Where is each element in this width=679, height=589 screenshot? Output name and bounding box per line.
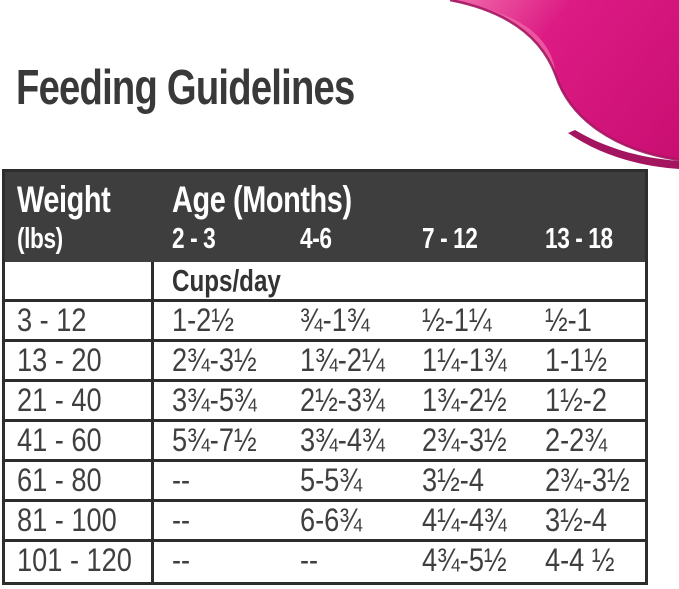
page-title: Feeding Guidelines — [16, 60, 450, 116]
weight-units-sublabel: (lbs) — [17, 223, 63, 255]
age-column-label: 2 - 3 — [172, 223, 216, 255]
weight-range-cell: 41 - 60 — [5, 422, 154, 459]
swoosh-rim — [449, 0, 679, 162]
row-values: 5¾-7½ 3¾-4¾ 2¾-3½ 2-2¾ — [154, 422, 645, 459]
age-range-columns: 2 - 3 4-6 7 - 12 13 - 18 — [154, 221, 645, 257]
weight-range-cell: 3 - 12 — [5, 302, 154, 339]
row-values: -- 5-5¾ 3½-4 2¾-3½ — [154, 462, 645, 499]
age-header-cell: Age (Months) 2 - 3 4-6 7 - 12 13 - 18 — [154, 179, 645, 262]
table-row: 81 - 100 -- 6-6¾ 4¼-4¾ 3½-4 — [5, 502, 645, 542]
table-row: 61 - 80 -- 5-5¾ 3½-4 2¾-3½ — [5, 462, 645, 502]
cups-value-cell: 4¼-4¾ — [422, 502, 507, 538]
weight-range-cell: 13 - 20 — [5, 342, 154, 379]
age-column-label: 4-6 — [300, 223, 332, 255]
page-title-text: Feeding Guidelines — [16, 61, 355, 115]
weight-range-cell: 21 - 40 — [5, 382, 154, 419]
cups-value-cell: 5¾-7½ — [172, 422, 257, 458]
cups-value-cell: 1½-2 — [545, 382, 607, 418]
cups-value-cell: 1-2½ — [172, 302, 234, 338]
feeding-guidelines-table: Weight (lbs) Age (Months) 2 - 3 4-6 7 - 12… — [2, 169, 648, 585]
table-row: 101 - 120 -- -- 4¾-5½ 4-4 ½ — [5, 542, 645, 582]
cups-value-cell: 1-1½ — [545, 342, 607, 378]
cups-value-cell: 1¼-1¾ — [422, 342, 507, 378]
cups-value-cell: 4¾-5½ — [422, 542, 507, 578]
weight-header-cell: Weight (lbs) — [5, 179, 154, 262]
weight-header-label: Weight — [17, 179, 111, 220]
table-row: 41 - 60 5¾-7½ 3¾-4¾ 2¾-3½ 2-2¾ — [5, 422, 645, 462]
row-values: -- -- 4¾-5½ 4-4 ½ — [154, 542, 645, 582]
units-row-empty-cell — [5, 262, 154, 299]
cups-value-cell: ¾-1¾ — [300, 302, 370, 338]
table-row: 3 - 12 1-2½ ¾-1¾ ½-1¼ ½-1 — [5, 302, 645, 342]
swoosh-tail-shadow — [568, 130, 679, 169]
cups-value-cell: 3½-4 — [545, 502, 607, 538]
cups-value-cell: -- — [172, 502, 191, 538]
row-values: 1-2½ ¾-1¾ ½-1¼ ½-1 — [154, 302, 645, 339]
units-row: Cups/day — [5, 262, 645, 302]
cups-value-cell: 6-6¾ — [300, 502, 362, 538]
weight-range-cell: 81 - 100 — [5, 502, 154, 539]
cups-value-cell: 2½-3¾ — [300, 382, 385, 418]
cups-value-cell: 2¾-3½ — [422, 422, 507, 458]
cups-value-cell: 2-2¾ — [545, 422, 607, 458]
row-values: 3¾-5¾ 2½-3¾ 1¾-2½ 1½-2 — [154, 382, 645, 419]
cups-value-cell: 3¾-4¾ — [300, 422, 385, 458]
pink-swoosh-decoration — [449, 0, 679, 169]
weight-range-cell: 61 - 80 — [5, 462, 154, 499]
cups-value-cell: 2¾-3½ — [545, 462, 630, 498]
cups-value-cell: 1¾-2½ — [422, 382, 507, 418]
swoosh-main-shape — [450, 0, 679, 160]
cups-value-cell: -- — [172, 542, 191, 578]
cups-value-cell: ½-1¼ — [422, 302, 492, 338]
cups-value-cell: -- — [300, 542, 319, 578]
cups-value-cell: 3½-4 — [422, 462, 484, 498]
cups-value-cell: 5-5¾ — [300, 462, 362, 498]
table-row: 21 - 40 3¾-5¾ 2½-3¾ 1¾-2½ 1½-2 — [5, 382, 645, 422]
row-values: -- 6-6¾ 4¼-4¾ 3½-4 — [154, 502, 645, 539]
table-row: 13 - 20 2¾-3½ 1¾-2¼ 1¼-1¾ 1-1½ — [5, 342, 645, 382]
row-values: 2¾-3½ 1¾-2¼ 1¼-1¾ 1-1½ — [154, 342, 645, 379]
units-row-values: Cups/day — [154, 262, 645, 299]
age-column-label: 7 - 12 — [422, 223, 478, 255]
cups-value-cell: ½-1 — [545, 302, 592, 338]
table-header: Weight (lbs) Age (Months) 2 - 3 4-6 7 - 12… — [5, 172, 645, 262]
cups-value-cell: 4-4 ½ — [545, 542, 615, 578]
cups-value-cell: 2¾-3½ — [172, 342, 257, 378]
cups-value-cell: -- — [172, 462, 191, 498]
units-label: Cups/day — [172, 263, 281, 298]
age-header-label: Age (Months) — [172, 179, 352, 220]
age-column-label: 13 - 18 — [545, 223, 613, 255]
cups-value-cell: 1¾-2¼ — [300, 342, 385, 378]
swoosh-highlight — [450, 0, 556, 76]
table-body: 3 - 12 1-2½ ¾-1¾ ½-1¼ ½-1 13 - 20 2¾-3½ 1¾-2¼ 1¼… — [5, 302, 645, 582]
cups-value-cell: 3¾-5¾ — [172, 382, 257, 418]
units-cell: Cups/day — [154, 262, 645, 299]
weight-range-cell: 101 - 120 — [5, 542, 154, 582]
